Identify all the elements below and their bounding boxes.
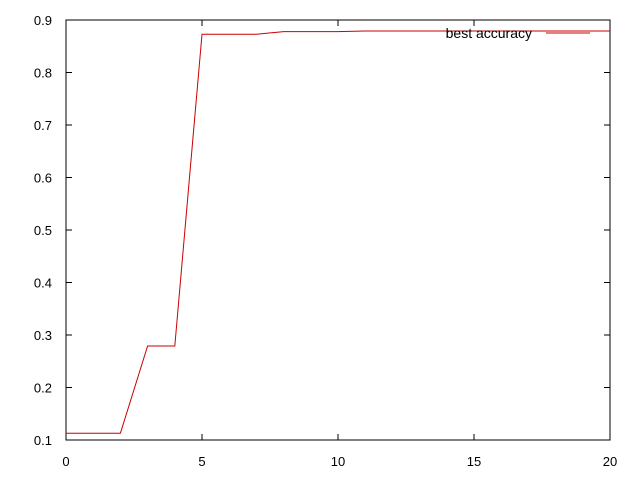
x-tick-label: 10	[331, 454, 345, 469]
legend-label: best accuracy	[446, 25, 532, 41]
x-tick-label: 15	[467, 454, 481, 469]
y-tick-label: 0.5	[34, 223, 52, 238]
y-tick-label: 0.4	[34, 276, 52, 291]
y-tick-label: 0.6	[34, 171, 52, 186]
series-group	[66, 30, 610, 434]
y-tick-label: 0.9	[34, 13, 52, 28]
y-tick-label: 0.2	[34, 381, 52, 396]
plot-frame	[65, 19, 611, 441]
y-tick-label: 0.8	[34, 66, 52, 81]
y-tick-labels: 0.1 0.2 0.3 0.4 0.5 0.6 0.7 0.8 0.9	[34, 13, 52, 448]
y-tick-label: 0.1	[34, 433, 52, 448]
series-line-best-accuracy	[66, 30, 610, 434]
axis-ticks	[65, 19, 611, 441]
x-tick-label: 20	[603, 454, 617, 469]
x-tick-label: 5	[198, 454, 205, 469]
x-tick-label: 0	[62, 454, 69, 469]
x-tick-labels: 0 5 10 15 20	[62, 454, 617, 469]
legend: best accuracy	[446, 25, 590, 41]
y-tick-label: 0.3	[34, 328, 52, 343]
y-tick-label: 0.7	[34, 118, 52, 133]
